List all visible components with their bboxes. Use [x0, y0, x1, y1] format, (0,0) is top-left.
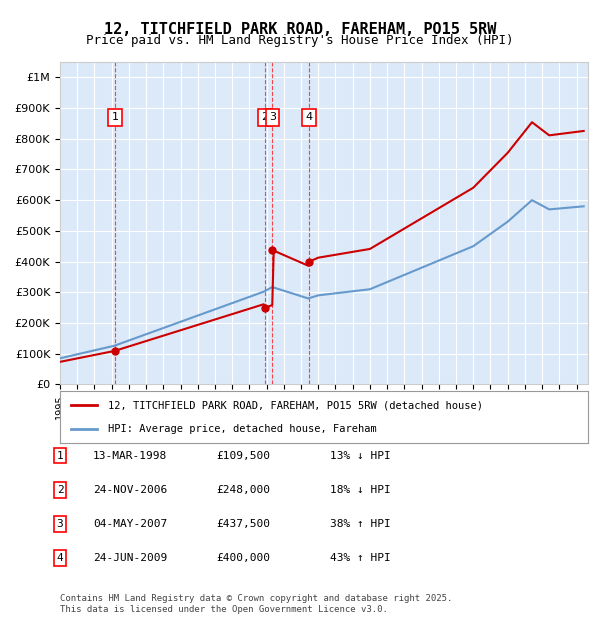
Text: 3: 3 — [269, 112, 276, 122]
Text: 13-MAR-1998: 13-MAR-1998 — [93, 451, 167, 461]
Text: 24-JUN-2009: 24-JUN-2009 — [93, 553, 167, 563]
Text: 1: 1 — [112, 112, 119, 122]
Text: 12, TITCHFIELD PARK ROAD, FAREHAM, PO15 5RW: 12, TITCHFIELD PARK ROAD, FAREHAM, PO15 … — [104, 22, 496, 37]
Text: 24-NOV-2006: 24-NOV-2006 — [93, 485, 167, 495]
Text: £437,500: £437,500 — [216, 519, 270, 529]
Text: 4: 4 — [306, 112, 313, 122]
Text: 04-MAY-2007: 04-MAY-2007 — [93, 519, 167, 529]
Text: 1: 1 — [56, 451, 64, 461]
Text: 3: 3 — [56, 519, 64, 529]
Text: £400,000: £400,000 — [216, 553, 270, 563]
Text: 13% ↓ HPI: 13% ↓ HPI — [330, 451, 391, 461]
Text: 2: 2 — [56, 485, 64, 495]
Text: £248,000: £248,000 — [216, 485, 270, 495]
Text: 2: 2 — [261, 112, 268, 122]
Text: 4: 4 — [56, 553, 64, 563]
Text: 43% ↑ HPI: 43% ↑ HPI — [330, 553, 391, 563]
Text: £109,500: £109,500 — [216, 451, 270, 461]
Text: HPI: Average price, detached house, Fareham: HPI: Average price, detached house, Fare… — [107, 423, 376, 433]
Text: Contains HM Land Registry data © Crown copyright and database right 2025.
This d: Contains HM Land Registry data © Crown c… — [60, 595, 452, 614]
Text: 18% ↓ HPI: 18% ↓ HPI — [330, 485, 391, 495]
Text: 12, TITCHFIELD PARK ROAD, FAREHAM, PO15 5RW (detached house): 12, TITCHFIELD PARK ROAD, FAREHAM, PO15 … — [107, 401, 482, 410]
Text: Price paid vs. HM Land Registry's House Price Index (HPI): Price paid vs. HM Land Registry's House … — [86, 34, 514, 47]
Text: 38% ↑ HPI: 38% ↑ HPI — [330, 519, 391, 529]
